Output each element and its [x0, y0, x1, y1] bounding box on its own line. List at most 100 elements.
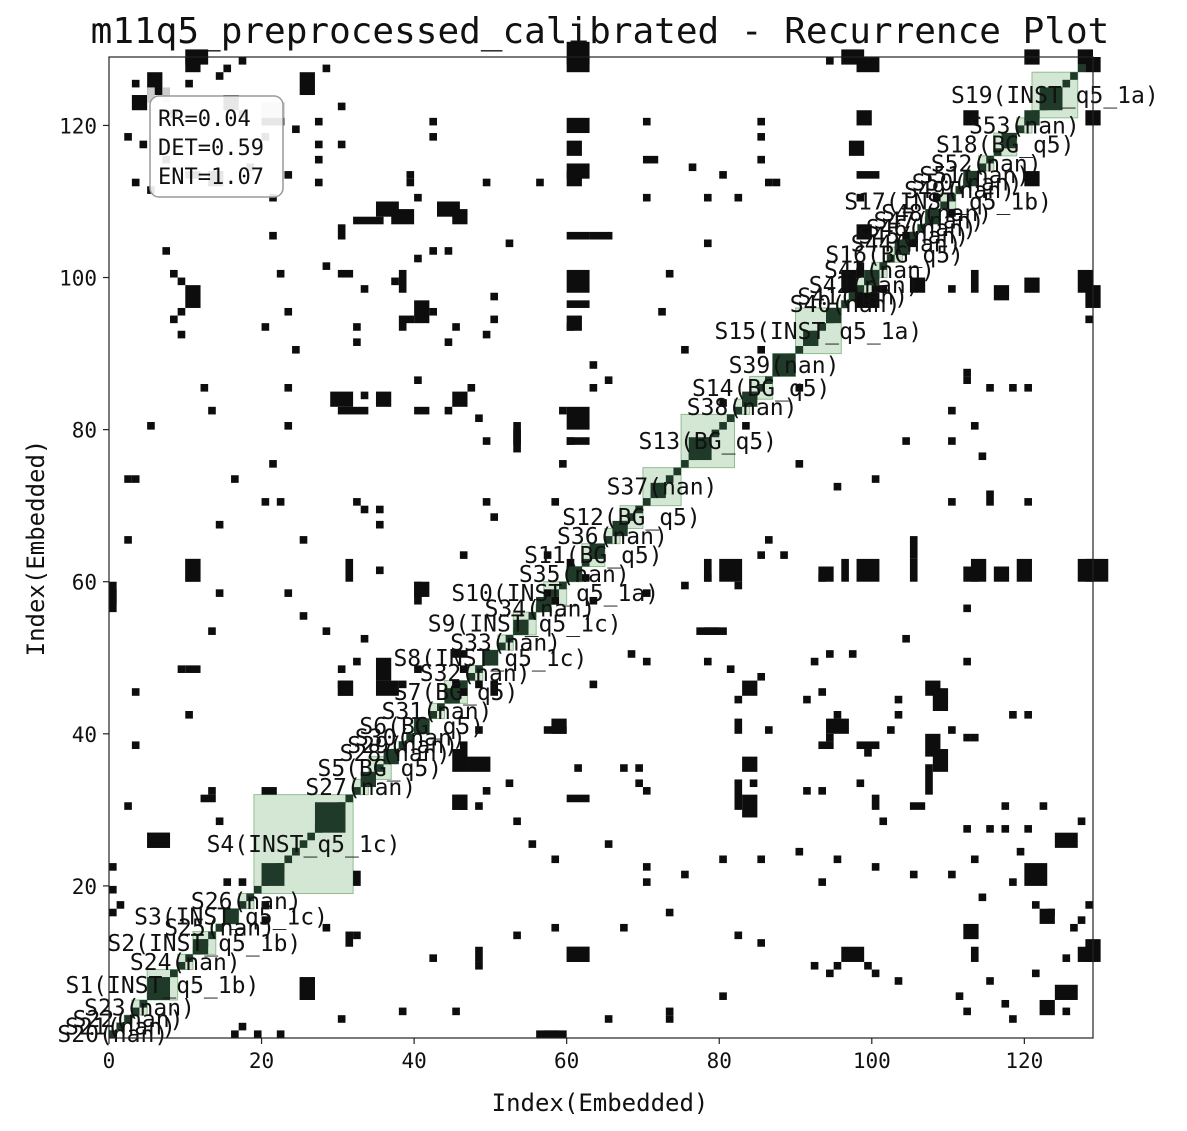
recurrence-block: [703, 558, 712, 582]
recurrence-point: [810, 961, 819, 970]
recurrence-point: [406, 171, 415, 179]
diagonal-cell: [757, 384, 765, 392]
y-tick-label: 80: [72, 419, 97, 443]
segment-label: S52(nan): [931, 151, 1042, 177]
diagonal-cell: [467, 672, 476, 681]
diagonal-cell: [551, 589, 560, 597]
recurrence-point: [124, 475, 132, 483]
recurrence-point: [238, 878, 247, 886]
recurrence-point: [482, 330, 491, 339]
recurrence-block: [452, 650, 468, 658]
recurrence-point: [635, 764, 643, 772]
recurrence-point: [1039, 802, 1048, 810]
recurrence-block: [856, 292, 880, 308]
diagonal-cell: [170, 969, 178, 978]
recurrence-point: [665, 1007, 674, 1016]
recurrence-point: [620, 923, 628, 932]
diagonal-block: [536, 596, 552, 613]
recurrence-point: [604, 840, 613, 848]
recurrence-point: [482, 178, 491, 187]
recurrence-block: [818, 741, 834, 750]
diagonal-block: [612, 520, 628, 537]
segment-label: S6(BG_q5): [359, 714, 484, 740]
recurrence-point: [414, 376, 422, 384]
y-tick-label: 40: [72, 723, 97, 747]
recurrence-block: [841, 558, 849, 582]
recurrence-point: [353, 338, 361, 346]
recurrence-point: [284, 589, 293, 597]
recurrence-block: [566, 117, 590, 134]
recurrence-point: [963, 376, 971, 384]
recurrence-point: [688, 163, 697, 172]
stats-box: RR=0.04 DET=0.59 ENT=1.07: [149, 95, 284, 198]
recurrence-point: [642, 117, 651, 126]
recurrence-point: [978, 452, 987, 461]
x-axis-label: Index(Embedded): [492, 1089, 709, 1117]
recurrence-point: [215, 817, 224, 826]
recurrence-point: [604, 376, 613, 384]
recurrence-point: [765, 536, 773, 544]
recurrence-block: [703, 627, 727, 635]
diagonal-cell: [673, 467, 682, 476]
recurrence-block: [452, 391, 468, 407]
recurrence-block: [375, 391, 392, 407]
recurrence-point: [459, 665, 468, 673]
recurrence-point: [475, 680, 483, 689]
recurrence-point: [353, 931, 361, 940]
recurrence-point: [475, 726, 483, 734]
recurrence-point: [703, 574, 712, 582]
diagonal-block: [414, 718, 430, 734]
recurrence-point: [826, 733, 834, 742]
recurrence-block: [993, 285, 1010, 301]
diagonal-cell: [726, 414, 735, 423]
recurrence-block: [841, 269, 857, 293]
recurrence-point: [459, 551, 468, 559]
recurrence-block: [330, 391, 354, 407]
recurrence-block: [543, 726, 567, 734]
recurrence-point: [902, 634, 910, 643]
recurrence-point: [1085, 901, 1093, 909]
stat-rr: RR=0.04: [158, 107, 251, 132]
recurrence-block: [452, 749, 468, 772]
recurrence-point: [337, 140, 346, 149]
diagonal-block: [864, 269, 880, 286]
diagonal-block: [826, 307, 842, 324]
recurrence-point: [757, 672, 765, 681]
recurrence-block: [963, 923, 979, 940]
recurrence-block: [856, 224, 872, 240]
recurrence-point: [642, 589, 651, 597]
recurrence-point: [864, 961, 872, 970]
diagonal-cell: [1070, 72, 1078, 80]
diagonal-block: [894, 239, 910, 255]
recurrence-block: [963, 566, 979, 582]
y-axis-label: Index(Embedded): [22, 440, 50, 657]
diagonal-cell: [818, 323, 827, 331]
recurrence-point: [398, 1007, 407, 1016]
segment-label: S53(nan): [969, 113, 1080, 139]
recurrence-point: [627, 650, 636, 658]
recurrence-point: [475, 414, 483, 423]
segment-label: S9(INST_q5_1c): [428, 612, 622, 638]
recurrence-point: [894, 711, 903, 719]
recurrence-block: [566, 437, 590, 445]
recurrence-point: [337, 102, 346, 111]
recurrence-block: [970, 269, 979, 293]
recurrence-point: [665, 1015, 674, 1023]
recurrence-point: [948, 498, 956, 506]
recurrence-point: [856, 779, 865, 788]
recurrence-point: [1047, 908, 1055, 917]
diagonal-block: [688, 437, 712, 461]
diagonal-cell: [665, 475, 674, 483]
diagonal-cell: [528, 612, 537, 620]
recurrence-block: [1054, 832, 1078, 848]
diagonal-cell: [345, 794, 354, 803]
segment-label: S26(nan): [191, 889, 302, 915]
recurrence-point: [459, 802, 468, 810]
diagonal-cell: [848, 292, 857, 301]
diagonal-cell: [1016, 125, 1025, 134]
recurrence-block: [589, 231, 613, 240]
segment-label: S27(nan): [305, 775, 416, 801]
recurrence-block: [185, 558, 201, 582]
recurrence-point: [1009, 1015, 1017, 1023]
diagonal-block: [1039, 87, 1063, 111]
